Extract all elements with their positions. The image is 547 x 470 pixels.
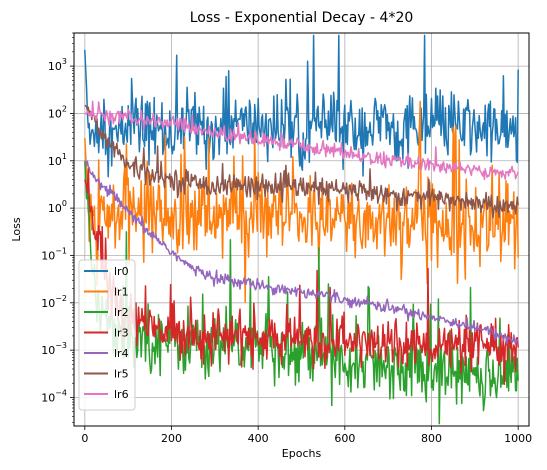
series-line-lr4 [84, 160, 519, 345]
y-tick-label: 10−4 [41, 388, 67, 404]
y-axis-label: Loss [10, 217, 23, 241]
y-tick-label: 102 [48, 104, 67, 120]
legend-label-lr1: lr1 [114, 286, 129, 299]
y-axis-ticks: 10−4 10−3 10−2 10−1 100 101 102 103 [41, 32, 74, 423]
series-line-lr5 [84, 104, 519, 219]
x-tick-label: 600 [334, 432, 355, 445]
x-tick-label: 400 [248, 432, 269, 445]
legend-label-lr6: lr6 [114, 388, 129, 401]
plot-frame [73, 32, 530, 427]
y-tick-label: 100 [48, 199, 67, 215]
x-tick-label: 200 [161, 432, 182, 445]
series-line-lr3 [84, 167, 519, 386]
series-line-lr2 [84, 160, 519, 425]
y-tick-label: 101 [48, 152, 67, 168]
series-lines [84, 34, 519, 425]
y-tick-label: 10−3 [41, 341, 67, 357]
series-line-lr1 [84, 100, 519, 304]
x-axis-ticks: 0 200 400 600 800 1000 [81, 426, 532, 445]
legend-label-lr3: lr3 [114, 327, 129, 340]
x-tick-label: 0 [81, 432, 88, 445]
legend-label-lr5: lr5 [114, 368, 129, 381]
legend-label-lr2: lr2 [114, 306, 129, 319]
y-tick-label: 10−1 [41, 246, 67, 262]
x-axis-label: Epochs [282, 447, 322, 460]
chart-title: Loss - Exponential Decay - 4*20 [190, 10, 414, 26]
legend-label-lr4: lr4 [114, 347, 129, 360]
x-tick-label: 800 [421, 432, 442, 445]
legend: lr0 lr1 lr2 lr3 lr4 lr5 lr6 [78, 259, 136, 411]
y-tick-label: 10−2 [41, 294, 67, 310]
y-tick-label: 103 [48, 57, 67, 73]
x-tick-label: 1000 [504, 432, 532, 445]
series-line-lr0 [84, 34, 519, 178]
series-line-lr6 [84, 100, 519, 181]
legend-label-lr0: lr0 [114, 265, 129, 278]
